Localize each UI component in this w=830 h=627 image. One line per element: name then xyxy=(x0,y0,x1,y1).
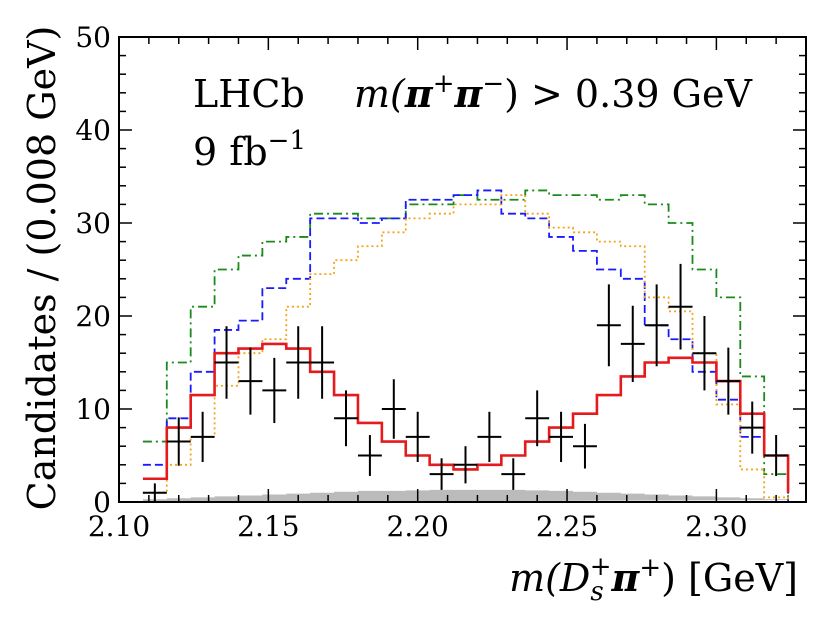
y-tick-label: 20 xyxy=(75,300,111,333)
cut-part-pi1: π xyxy=(404,71,434,116)
y-tick-label: 50 xyxy=(75,21,111,54)
cut-part-plus: + xyxy=(433,69,455,99)
data-points xyxy=(142,263,789,502)
axis-ticks xyxy=(118,36,807,503)
data-point-7 xyxy=(310,326,335,399)
plot-frame xyxy=(118,36,807,503)
data-point-23 xyxy=(692,316,717,391)
y-tick-label: 40 xyxy=(75,114,111,147)
data-point-26 xyxy=(764,435,789,476)
x-tick-label: 2.30 xyxy=(685,510,747,543)
series-blue-dashed xyxy=(142,189,789,502)
data-point-16 xyxy=(525,390,550,447)
xlabel-D: D xyxy=(559,556,590,600)
y-tick-label: 10 xyxy=(75,393,111,426)
series-green-dashdot xyxy=(142,189,789,502)
x-tick-label: 2.15 xyxy=(237,510,299,543)
cut-part-rest: ) > 0.39 GeV xyxy=(504,72,752,116)
data-point-9 xyxy=(357,435,382,476)
data-point-21 xyxy=(644,284,669,367)
cut-part-pi2: π xyxy=(453,71,483,116)
luminosity-value: 9 fb xyxy=(193,130,268,174)
cut-part-minus: − xyxy=(482,69,504,99)
selection-cut-label: m(π+π−) > 0.39 GeV xyxy=(354,69,752,116)
series-red-solid xyxy=(142,342,790,493)
data-point-6 xyxy=(286,326,311,399)
x-tick-label: 2.25 xyxy=(536,510,598,543)
data-point-17 xyxy=(549,411,574,463)
tick-labels: 2.10 2.15 2.20 2.25 2.30 0 10 20 30 40 50 xyxy=(75,21,747,543)
data-point-24 xyxy=(716,347,741,415)
data-point-11 xyxy=(405,411,430,463)
x-tick-label: 2.20 xyxy=(387,510,449,543)
data-point-20 xyxy=(620,305,645,383)
data-point-1 xyxy=(166,417,191,466)
experiment-label: LHCb xyxy=(193,72,305,116)
background-component-fill xyxy=(142,489,789,502)
data-point-22 xyxy=(668,263,693,350)
data-point-0 xyxy=(142,483,167,502)
y-tick-label: 0 xyxy=(93,486,111,519)
data-point-14 xyxy=(477,411,502,463)
luminosity-label: 9 fb−1 xyxy=(193,126,306,174)
data-point-4 xyxy=(238,347,263,415)
data-point-25 xyxy=(740,401,765,454)
data-point-5 xyxy=(262,357,287,423)
x-tick-label: 2.10 xyxy=(88,510,150,543)
model-curves xyxy=(142,189,790,502)
luminosity-exponent: −1 xyxy=(268,126,306,156)
series-orange-dotted xyxy=(142,194,789,502)
xlabel-sub-s: s xyxy=(590,577,603,607)
xlabel-unit: ) [GeV] xyxy=(661,556,798,600)
data-point-2 xyxy=(190,411,215,463)
data-point-10 xyxy=(381,379,406,439)
xlabel-pi: π xyxy=(611,555,641,600)
xlabel-sup-plus: + xyxy=(590,552,612,582)
y-tick-label: 30 xyxy=(75,207,111,240)
y-axis-label: Candidates / (0.008 GeV) xyxy=(20,26,64,511)
data-point-8 xyxy=(334,390,358,447)
x-axis-label: m(Ds+π+) [GeV] xyxy=(509,552,798,607)
series-grey-background xyxy=(142,489,789,502)
data-point-15 xyxy=(501,458,526,490)
xlabel-sup-plus2: + xyxy=(639,553,661,583)
cut-part-m: m( xyxy=(354,72,406,116)
data-point-18 xyxy=(573,423,597,469)
data-point-12 xyxy=(429,458,454,490)
xlabel-m: m( xyxy=(509,556,561,600)
data-point-13 xyxy=(453,446,478,484)
data-point-3 xyxy=(214,326,239,399)
data-point-19 xyxy=(596,284,621,367)
